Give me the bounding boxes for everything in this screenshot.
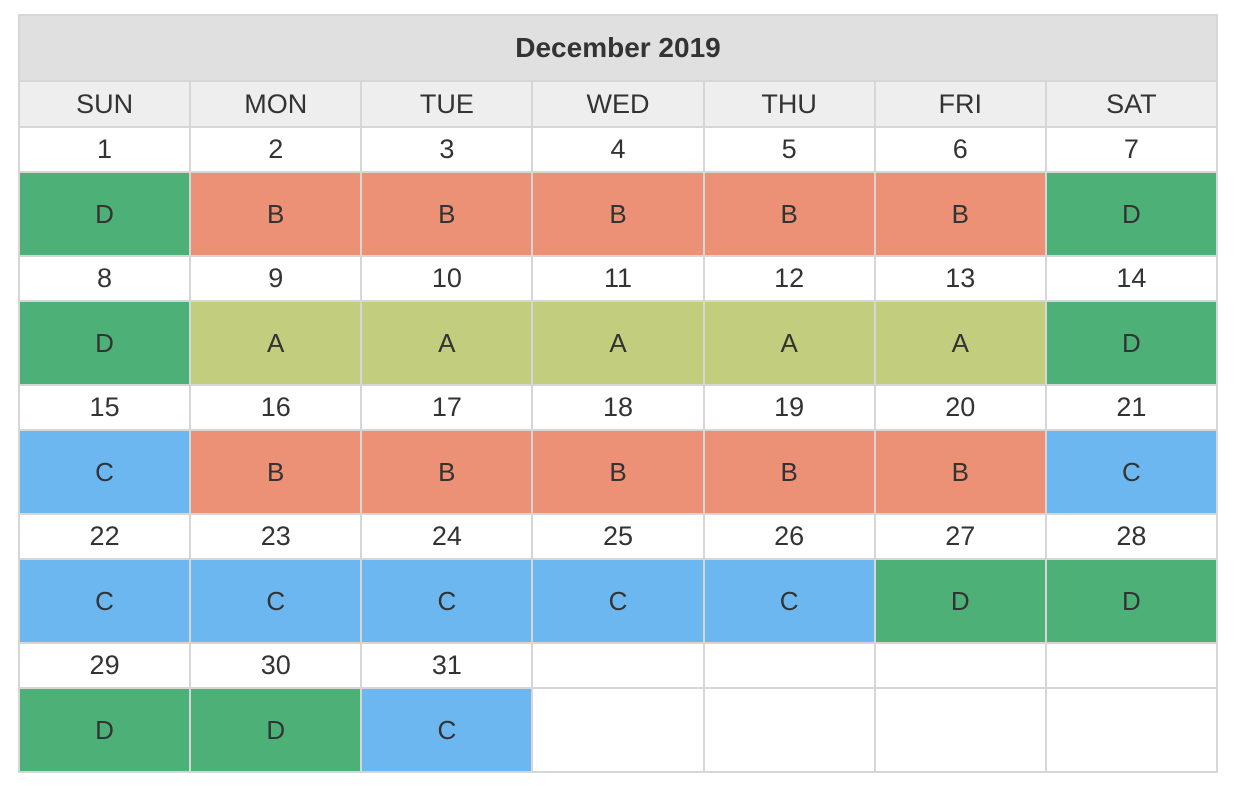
day-code-c[interactable]: C xyxy=(360,687,534,773)
day-number[interactable]: 28 xyxy=(1044,513,1219,560)
day-number[interactable]: 29 xyxy=(17,642,192,689)
day-code-d[interactable]: D xyxy=(189,687,363,773)
day-number[interactable]: 17 xyxy=(360,384,534,431)
weekday-tue: TUE xyxy=(360,80,534,128)
day-number[interactable]: 27 xyxy=(873,513,1047,560)
empty-day-code xyxy=(873,687,1047,773)
day-code-a[interactable]: A xyxy=(189,300,363,386)
empty-day-code xyxy=(702,687,876,773)
day-code-a[interactable]: A xyxy=(531,300,705,386)
day-code-a[interactable]: A xyxy=(702,300,876,386)
day-code-d[interactable]: D xyxy=(873,558,1047,644)
weekday-header-row: SUN MON TUE WED THU FRI SAT xyxy=(17,80,1219,128)
day-number[interactable]: 24 xyxy=(360,513,534,560)
day-number[interactable]: 14 xyxy=(1044,255,1219,302)
day-number[interactable]: 30 xyxy=(189,642,363,689)
day-number[interactable]: 16 xyxy=(189,384,363,431)
day-code-d[interactable]: D xyxy=(1044,171,1219,257)
week-4-date-row: 22 23 24 25 26 27 28 xyxy=(17,513,1219,560)
day-number[interactable]: 7 xyxy=(1044,126,1219,173)
weekday-mon: MON xyxy=(189,80,363,128)
empty-day-number xyxy=(531,642,705,689)
day-code-d[interactable]: D xyxy=(17,300,192,386)
empty-day-code xyxy=(1044,687,1219,773)
calendar-body: 1 2 3 4 5 6 7 D B B B B B D 8 9 10 11 12 13 14 D A A A A A D 15 16 17 1… xyxy=(17,126,1219,773)
empty-day-number xyxy=(702,642,876,689)
weekday-fri: FRI xyxy=(873,80,1047,128)
day-code-c[interactable]: C xyxy=(531,558,705,644)
week-2-date-row: 8 9 10 11 12 13 14 xyxy=(17,255,1219,302)
day-code-d[interactable]: D xyxy=(1044,558,1219,644)
day-code-b[interactable]: B xyxy=(531,171,705,257)
day-number[interactable]: 18 xyxy=(531,384,705,431)
day-code-a[interactable]: A xyxy=(360,300,534,386)
day-number[interactable]: 2 xyxy=(189,126,363,173)
empty-day-number xyxy=(873,642,1047,689)
day-code-c[interactable]: C xyxy=(360,558,534,644)
day-number[interactable]: 9 xyxy=(189,255,363,302)
day-code-b[interactable]: B xyxy=(702,429,876,515)
day-number[interactable]: 8 xyxy=(17,255,192,302)
day-number[interactable]: 3 xyxy=(360,126,534,173)
day-code-d[interactable]: D xyxy=(17,171,192,257)
day-number[interactable]: 20 xyxy=(873,384,1047,431)
day-code-c[interactable]: C xyxy=(1044,429,1219,515)
week-3-date-row: 15 16 17 18 19 20 21 xyxy=(17,384,1219,431)
day-number[interactable]: 12 xyxy=(702,255,876,302)
day-code-b[interactable]: B xyxy=(360,429,534,515)
day-code-c[interactable]: C xyxy=(17,429,192,515)
day-code-a[interactable]: A xyxy=(873,300,1047,386)
empty-day-code xyxy=(531,687,705,773)
day-code-d[interactable]: D xyxy=(1044,300,1219,386)
day-number[interactable]: 23 xyxy=(189,513,363,560)
day-number[interactable]: 1 xyxy=(17,126,192,173)
day-code-c[interactable]: C xyxy=(189,558,363,644)
day-code-b[interactable]: B xyxy=(189,429,363,515)
day-code-c[interactable]: C xyxy=(702,558,876,644)
week-5-date-row: 29 30 31 xyxy=(17,642,1219,689)
weekday-wed: WED xyxy=(531,80,705,128)
day-code-b[interactable]: B xyxy=(189,171,363,257)
weekday-sat: SAT xyxy=(1044,80,1219,128)
empty-day-number xyxy=(1044,642,1219,689)
day-code-b[interactable]: B xyxy=(360,171,534,257)
day-number[interactable]: 21 xyxy=(1044,384,1219,431)
day-code-b[interactable]: B xyxy=(531,429,705,515)
day-code-d[interactable]: D xyxy=(17,687,192,773)
day-number[interactable]: 10 xyxy=(360,255,534,302)
day-number[interactable]: 13 xyxy=(873,255,1047,302)
day-number[interactable]: 4 xyxy=(531,126,705,173)
day-number[interactable]: 11 xyxy=(531,255,705,302)
day-code-b[interactable]: B xyxy=(873,171,1047,257)
day-number[interactable]: 6 xyxy=(873,126,1047,173)
day-number[interactable]: 31 xyxy=(360,642,534,689)
weekday-thu: THU xyxy=(702,80,876,128)
weekday-sun: SUN xyxy=(17,80,192,128)
day-number[interactable]: 19 xyxy=(702,384,876,431)
day-number[interactable]: 22 xyxy=(17,513,192,560)
day-number[interactable]: 26 xyxy=(702,513,876,560)
day-code-b[interactable]: B xyxy=(702,171,876,257)
day-number[interactable]: 25 xyxy=(531,513,705,560)
day-number[interactable]: 15 xyxy=(17,384,192,431)
day-code-c[interactable]: C xyxy=(17,558,192,644)
calendar-title: December 2019 xyxy=(18,14,1218,82)
day-code-b[interactable]: B xyxy=(873,429,1047,515)
day-number[interactable]: 5 xyxy=(702,126,876,173)
